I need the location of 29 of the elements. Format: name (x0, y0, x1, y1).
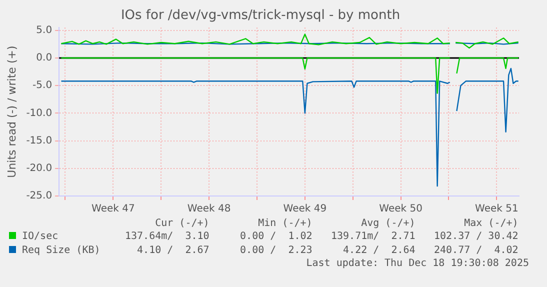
text: 139.71m/ 2.71 (330, 230, 416, 244)
legend-label: IO/sec (21, 230, 60, 244)
x-tick-label: Week 47 (92, 204, 135, 215)
text: Avg (-/+) (360, 218, 416, 230)
y-tick-label: -5.0 (32, 80, 52, 92)
x-tick-label: Week 49 (283, 204, 327, 215)
y-tick-label: 0.0 (36, 52, 52, 64)
text: 4.10 / 2.67 (136, 244, 210, 258)
y-tick-label: -25.0 (26, 190, 52, 202)
legend-label: Req Size (KB) (21, 244, 102, 258)
x-tick-label: Week 48 (187, 204, 231, 215)
text: Min (-/+) (257, 218, 312, 230)
y-tick-label: -15.0 (26, 135, 52, 146)
y-axis-title: Units read (-) / write (+) (5, 46, 18, 178)
text: 0.00 / 1.02 (239, 230, 312, 244)
text: 240.77 / 4.02 (432, 244, 518, 258)
text: Max (-/+) (463, 218, 518, 230)
text: Last update: Thu Dec 18 19:30:08 2025 (305, 258, 530, 270)
y-tick-label: -20.0 (26, 162, 52, 174)
text: 4.22 / 2.64 (342, 244, 416, 258)
text: 0.00 / 2.23 (239, 244, 312, 258)
text: 137.64m/ 3.10 (124, 230, 210, 244)
text: Cur (-/+) (154, 218, 210, 230)
x-tick-label: Week 51 (475, 204, 518, 215)
y-tick-label: 5.0 (36, 24, 52, 36)
text: 102.37 / 30.42 (432, 230, 518, 244)
chart-title: IOs for /dev/vg-vms/trick-mysql - by month (120, 8, 400, 24)
x-tick-label: Week 50 (379, 204, 422, 215)
y-tick-label: -10.0 (26, 108, 52, 119)
